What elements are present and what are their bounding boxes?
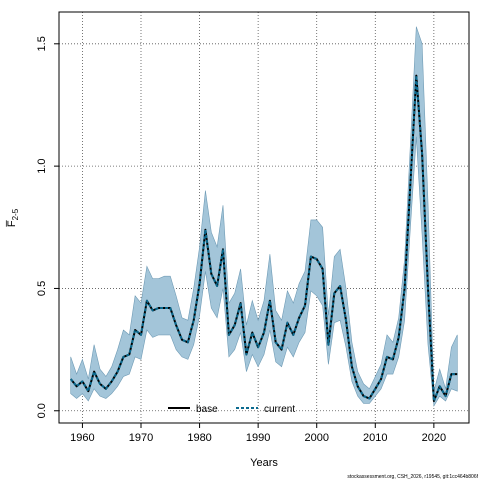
x-axis-title: Years bbox=[250, 457, 278, 469]
y-tick-label: 0.5 bbox=[36, 281, 48, 296]
y-axis-title: F̅2-5 bbox=[6, 208, 20, 227]
confidence-band bbox=[70, 26, 458, 407]
x-tick-label: 1970 bbox=[129, 432, 153, 444]
y-tick-label: 1.5 bbox=[36, 36, 48, 51]
x-axis: 1960 1970 1980 1990 2000 2010 2020 bbox=[70, 423, 446, 444]
y-axis-title-group: F̅2-5 bbox=[6, 208, 20, 227]
legend-label-base: base bbox=[196, 404, 218, 415]
x-tick-label: 2000 bbox=[304, 432, 328, 444]
x-tick-label: 2010 bbox=[363, 432, 387, 444]
y-axis-title-main: F̅ bbox=[6, 219, 18, 227]
x-tick-label: 2020 bbox=[422, 432, 446, 444]
series-lines bbox=[69, 74, 458, 402]
legend-label-current: current bbox=[264, 404, 295, 415]
plot-frame bbox=[58, 11, 470, 424]
x-tick-label: 1990 bbox=[246, 432, 270, 444]
x-tick-label: 1960 bbox=[70, 432, 94, 444]
x-tick-label: 1980 bbox=[187, 432, 211, 444]
series-line-current bbox=[69, 74, 458, 402]
y-tick-label: 0.0 bbox=[36, 403, 48, 418]
y-axis-title-subscript: 2-5 bbox=[11, 208, 20, 220]
confidence-band-area bbox=[70, 26, 458, 407]
legend: base current bbox=[168, 404, 295, 415]
y-axis: 0.0 0.5 1.0 1.5 bbox=[36, 36, 59, 418]
credit-text: stockassessment.org, CSH_2026, r19545, g… bbox=[347, 474, 478, 480]
y-tick-label: 1.0 bbox=[36, 158, 48, 173]
